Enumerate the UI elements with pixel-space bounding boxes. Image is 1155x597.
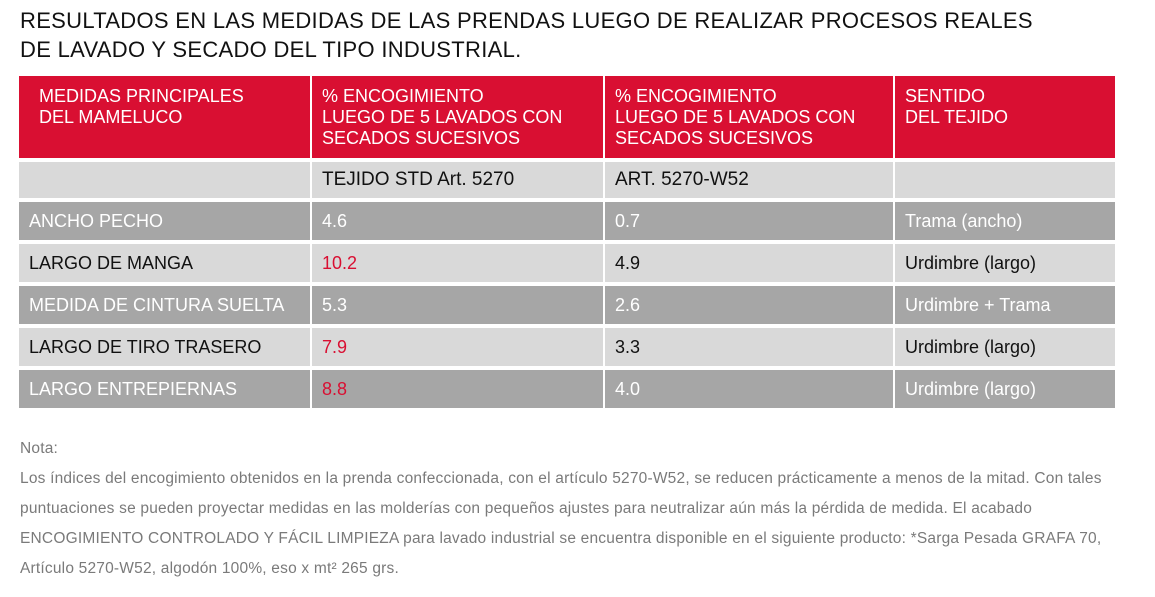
w52-value-cell: 0.7 xyxy=(605,202,895,240)
direction-cell: Urdimbre (largo) xyxy=(905,336,1037,357)
std-value-cell: 7.9 xyxy=(312,328,605,366)
measure-cell: LARGO DE TIRO TRASERO xyxy=(19,328,312,366)
shrinkage-table: MEDIDAS PRINCIPALES DEL MAMELUCO % ENCOG… xyxy=(19,76,1115,408)
table-row: ANCHO PECHO 4.6 0.7 Trama (ancho) xyxy=(19,202,1115,240)
header-cell-direction: SENTIDO DEL TEJIDO xyxy=(905,86,1009,127)
std-value-cell: 5.3 xyxy=(312,286,605,324)
note-text: Los índices del encogimiento obtenidos e… xyxy=(20,470,1102,577)
std-value-cell: 8.8 xyxy=(312,370,605,408)
footnote: Nota: Los índices del encogimiento obten… xyxy=(20,434,1145,584)
header-cell-measure: MEDIDAS PRINCIPALES DEL MAMELUCO xyxy=(19,76,312,158)
subheader-cell xyxy=(895,162,1115,198)
std-value-cell: 4.6 xyxy=(312,202,605,240)
direction-cell: Trama (ancho) xyxy=(905,210,1023,231)
w52-value-cell: 4.0 xyxy=(605,370,895,408)
w52-value-cell: 3.3 xyxy=(605,328,895,366)
measure-cell: MEDIDA DE CINTURA SUELTA xyxy=(19,286,312,324)
table-subheader-row: TEJIDO STD Art. 5270 ART. 5270-W52 xyxy=(19,162,1115,198)
w52-value-cell: 4.9 xyxy=(605,244,895,282)
subheader-cell: ART. 5270-W52 xyxy=(605,162,895,198)
std-value-cell: 10.2 xyxy=(312,244,605,282)
title-line-2: DE LAVADO Y SECADO DEL TIPO INDUSTRIAL. xyxy=(20,37,522,62)
measure-cell: ANCHO PECHO xyxy=(19,202,312,240)
direction-cell: Urdimbre (largo) xyxy=(905,378,1037,399)
direction-cell: Urdimbre + Trama xyxy=(905,294,1051,315)
page-title: RESULTADOS EN LAS MEDIDAS DE LAS PRENDAS… xyxy=(20,6,1130,64)
w52-value-cell: 2.6 xyxy=(605,286,895,324)
subheader-cell xyxy=(19,162,312,198)
subheader-cell: TEJIDO STD Art. 5270 xyxy=(312,162,605,198)
measure-cell: LARGO ENTREPIERNAS xyxy=(19,370,312,408)
measure-cell: LARGO DE MANGA xyxy=(19,244,312,282)
table-row: LARGO DE MANGA 10.2 4.9 Urdimbre (largo) xyxy=(19,244,1115,282)
title-line-1: RESULTADOS EN LAS MEDIDAS DE LAS PRENDAS… xyxy=(20,8,1033,33)
note-label: Nota: xyxy=(20,440,59,457)
table-header-row: MEDIDAS PRINCIPALES DEL MAMELUCO % ENCOG… xyxy=(19,76,1115,158)
table-row: LARGO DE TIRO TRASERO 7.9 3.3 Urdimbre (… xyxy=(19,328,1115,366)
header-cell-std: % ENCOGIMIENTO LUEGO DE 5 LAVADOS CON SE… xyxy=(312,76,605,158)
header-cell-w52: % ENCOGIMIENTO LUEGO DE 5 LAVADOS CON SE… xyxy=(605,76,895,158)
table-row: LARGO ENTREPIERNAS 8.8 4.0 Urdimbre (lar… xyxy=(19,370,1115,408)
table-row: MEDIDA DE CINTURA SUELTA 5.3 2.6 Urdimbr… xyxy=(19,286,1115,324)
direction-cell: Urdimbre (largo) xyxy=(905,252,1037,273)
